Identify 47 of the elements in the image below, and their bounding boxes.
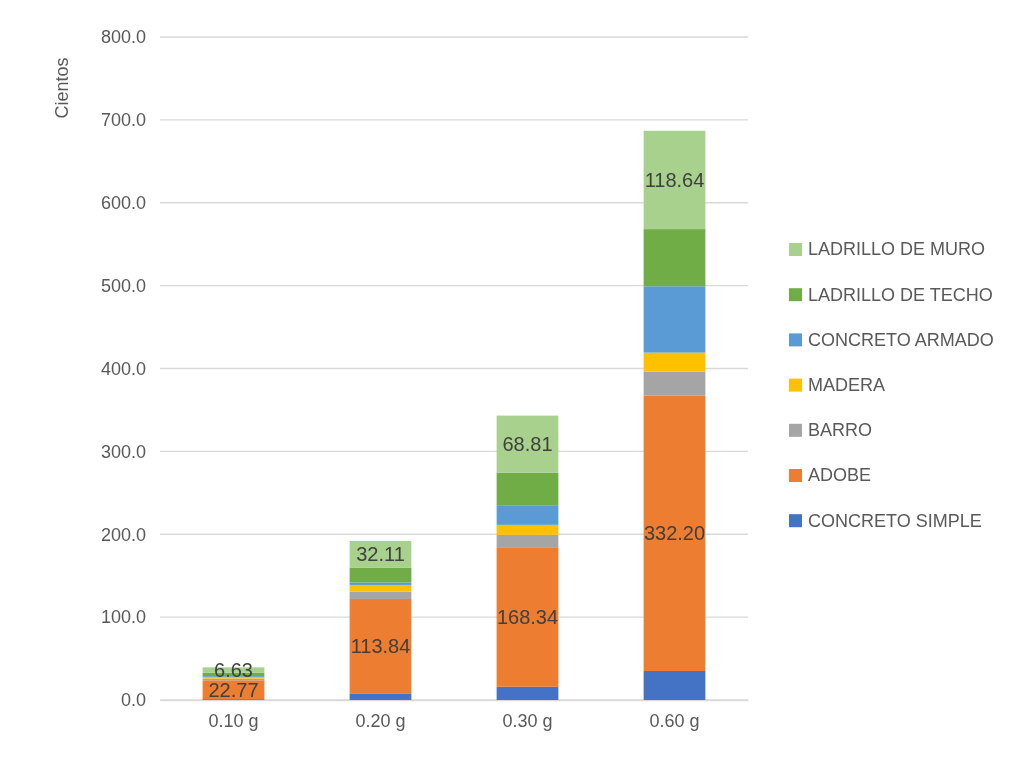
legend-label: CONCRETO SIMPLE xyxy=(808,510,982,531)
y-tick-label: 600.0 xyxy=(100,193,146,214)
data-label: 32.11 xyxy=(356,543,405,566)
y-tick-label: 400.0 xyxy=(100,358,146,379)
y-tick-label: 800.0 xyxy=(100,27,146,48)
data-label: 68.81 xyxy=(502,433,553,456)
bar xyxy=(496,505,559,525)
bar xyxy=(643,229,706,287)
bar xyxy=(349,584,412,592)
data-label: 168.34 xyxy=(496,605,559,628)
x-tick-label: 0.20 g xyxy=(355,710,406,731)
bar xyxy=(496,524,559,535)
bar xyxy=(496,472,559,506)
bar xyxy=(349,591,412,600)
bar xyxy=(349,693,412,700)
y-tick-label: 300.0 xyxy=(100,441,146,462)
bar xyxy=(496,547,559,687)
x-tick-label: 0.30 g xyxy=(502,710,553,731)
bar xyxy=(496,534,559,548)
legend-label: LADRILLO DE TECHO xyxy=(808,284,993,305)
bar xyxy=(643,286,706,353)
x-tick-label: 0.10 g xyxy=(208,710,259,731)
bar xyxy=(496,686,559,700)
bar xyxy=(349,567,412,583)
data-label: 22.77 xyxy=(208,678,259,701)
y-tick-label: 200.0 xyxy=(100,524,146,545)
legend-label: LADRILLO DE MURO xyxy=(808,239,986,260)
bar xyxy=(349,582,412,585)
bar xyxy=(349,599,412,694)
legend-label: ADOBE xyxy=(808,465,872,486)
bar xyxy=(643,130,706,230)
bar xyxy=(643,352,706,372)
y-axis-title: Cientos xyxy=(52,57,72,119)
data-label: 118.64 xyxy=(644,168,705,191)
legend-label: CONCRETO ARMADO xyxy=(808,329,994,350)
y-tick-label: 0.0 xyxy=(120,690,146,711)
y-tick-label: 500.0 xyxy=(100,275,146,296)
y-tick-label: 700.0 xyxy=(100,110,146,131)
data-label: 113.84 xyxy=(350,635,411,658)
bar xyxy=(643,371,706,396)
x-tick-label: 0.60 g xyxy=(649,710,700,731)
data-label: 332.20 xyxy=(643,522,706,545)
legend-label: MADERA xyxy=(808,374,886,395)
bar xyxy=(643,395,706,671)
bar xyxy=(643,670,706,700)
y-tick-label: 100.0 xyxy=(100,607,146,628)
legend-label: BARRO xyxy=(808,420,873,441)
